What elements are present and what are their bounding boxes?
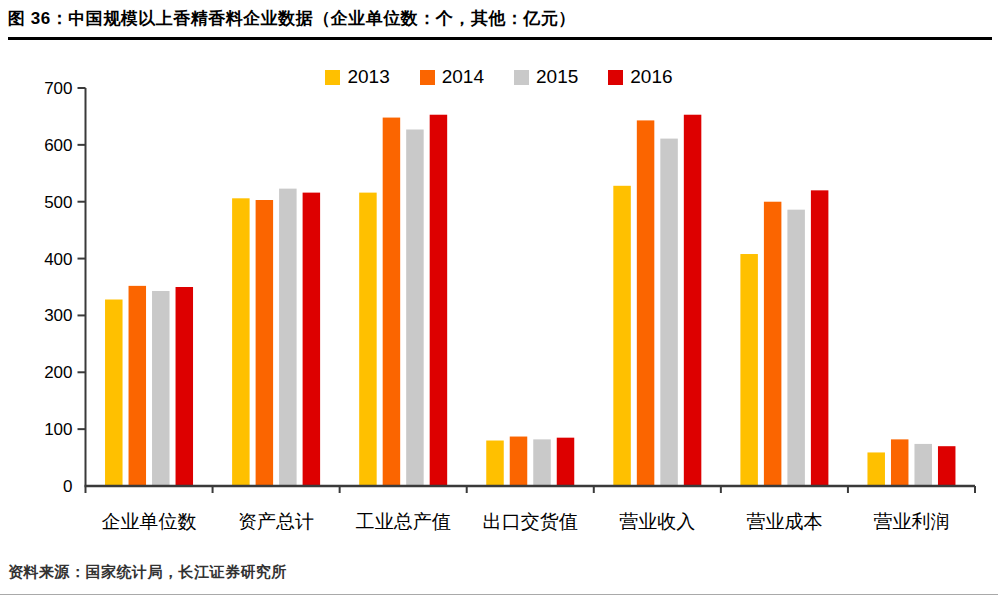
x-category-label: 工业总产值 [356,511,451,532]
bar-2015-营业利润 [914,444,932,486]
x-category-label: 资产总计 [238,511,314,532]
bar-2016-营业成本 [811,190,829,486]
bar-2016-企业单位数 [176,287,194,486]
y-tick-label: 600 [44,136,72,155]
bar-2016-营业收入 [684,115,702,486]
bar-2013-营业成本 [740,254,758,486]
bar-2016-工业总产值 [430,115,448,486]
x-category-label: 营业成本 [746,511,822,532]
y-tick-label: 300 [44,306,72,325]
bar-2015-出口交货值 [533,439,551,486]
bar-2015-企业单位数 [152,291,170,486]
bar-2015-营业收入 [660,139,678,486]
bar-2016-资产总计 [303,193,321,486]
bar-2014-资产总计 [256,200,274,486]
bar-2013-企业单位数 [105,300,123,486]
figure-frame: 图 36：中国规模以上香精香料企业数据（企业单位数：个，其他：亿元） 01002… [0,0,998,598]
source-note: 资料来源：国家统计局，长江证券研究所 [8,563,287,582]
bar-2013-营业收入 [613,186,631,486]
bottom-divider [0,594,998,595]
y-tick-label: 200 [44,363,72,382]
bar-2014-营业收入 [637,120,655,486]
bar-2014-营业利润 [891,439,909,486]
bar-2014-工业总产值 [383,118,401,486]
y-tick-label: 0 [63,477,72,496]
x-category-label: 企业单位数 [102,511,197,532]
bar-2016-营业利润 [938,446,956,486]
bar-chart: 0 100 200 300 400 500 600 700 企业单位数 资产总计 工业总产值 出口交货… [0,0,998,558]
bar-2013-出口交货值 [486,441,504,486]
y-tick-label: 700 [44,79,72,98]
y-tick-label: 400 [44,250,72,269]
bar-2015-工业总产值 [406,130,424,486]
bar-2016-出口交货值 [557,438,575,486]
bar-2013-工业总产值 [359,193,377,486]
bar-2015-资产总计 [279,189,297,486]
bar-2013-营业利润 [867,452,885,486]
bar-2014-营业成本 [764,202,782,486]
x-category-label: 营业收入 [619,511,695,532]
bar-2014-出口交货值 [510,437,528,486]
y-tick-label: 100 [44,420,72,439]
x-category-label: 出口交货值 [483,511,578,532]
bar-2015-营业成本 [787,210,805,486]
bar-2013-资产总计 [232,198,250,486]
bar-2014-企业单位数 [129,286,147,486]
y-tick-label: 500 [44,193,72,212]
x-category-label: 营业利润 [873,511,949,532]
